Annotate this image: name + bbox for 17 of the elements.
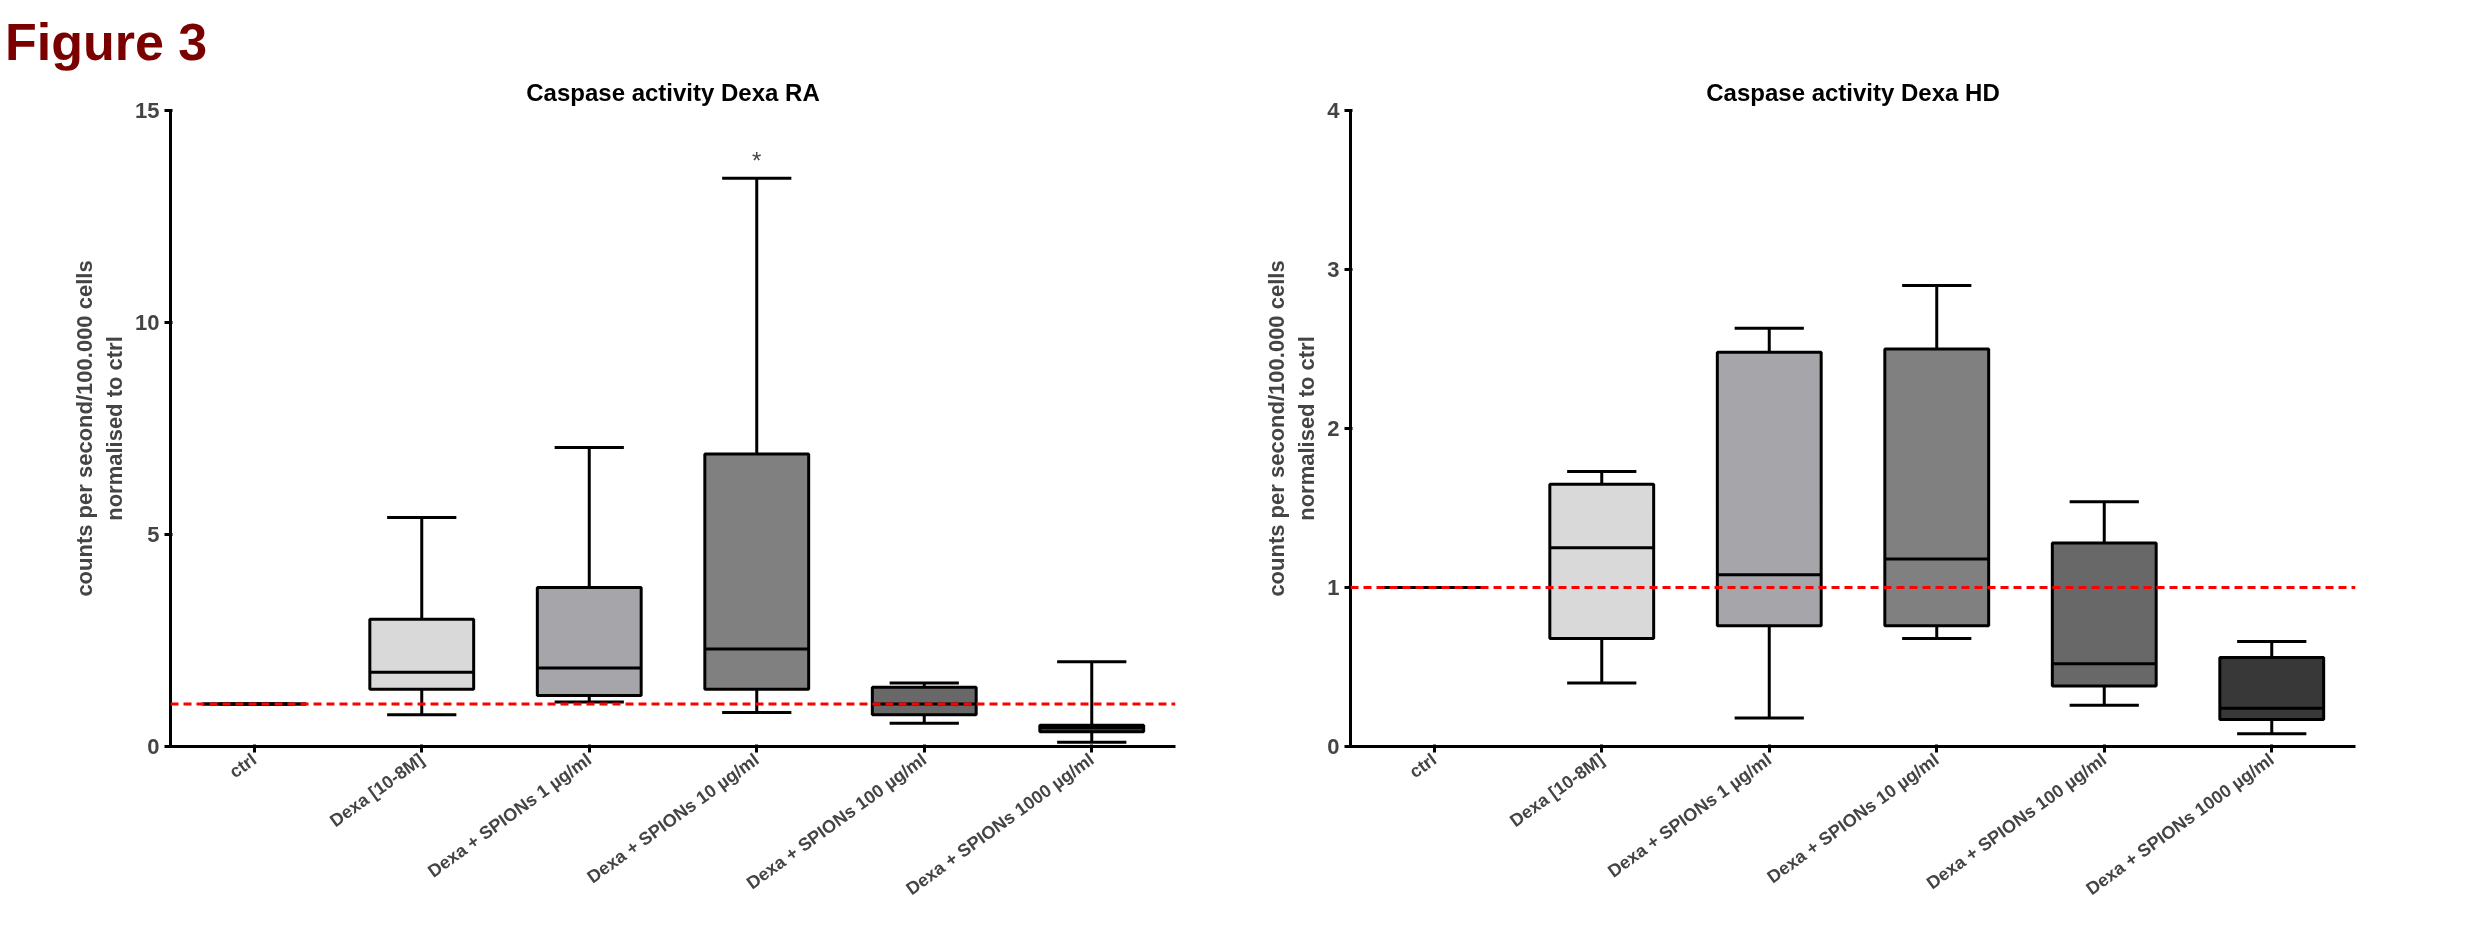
- caption: Figure 3: [5, 12, 208, 73]
- y-axis-title: counts per second/100.000 cells normalised to ctrl: [72, 260, 128, 597]
- y-tick-label: 0: [1327, 734, 1340, 759]
- y-tick-label: 1: [1327, 575, 1340, 600]
- chart-title: Caspase activity Dexa HD: [1706, 78, 2000, 106]
- y-tick-label: 3: [1327, 257, 1340, 282]
- y-tick-label: 10: [135, 310, 160, 335]
- x-tick-label: ctrl: [225, 749, 261, 783]
- y-tick-label: 15: [135, 98, 160, 123]
- y-axis-title: counts per second/100.000 cells normalised to ctrl: [1264, 260, 1320, 597]
- chart-title: Caspase activity Dexa RA: [526, 78, 820, 106]
- y-tick-label: 5: [147, 522, 160, 547]
- y-tick-label: 2: [1327, 416, 1340, 441]
- y-tick-label: 4: [1327, 98, 1341, 123]
- annotation: *: [752, 147, 762, 175]
- y-tick-label: 0: [147, 734, 160, 759]
- x-tick-label: ctrl: [1405, 749, 1441, 783]
